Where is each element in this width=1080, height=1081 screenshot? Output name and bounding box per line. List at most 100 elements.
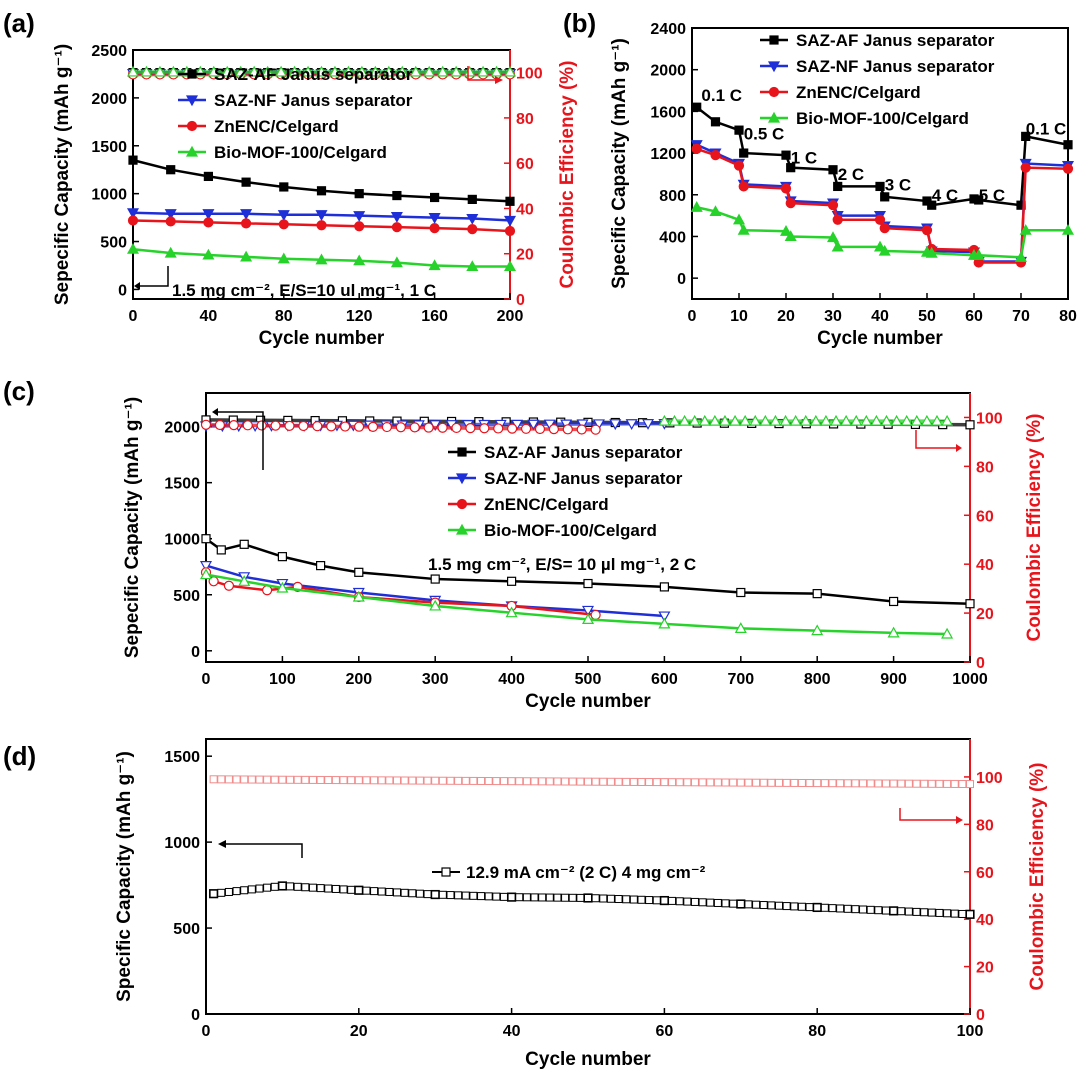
data-point <box>505 196 515 206</box>
ce-marker <box>759 414 772 426</box>
data-point <box>1021 131 1031 141</box>
legend-label: ZnENC/Celgard <box>214 117 339 136</box>
left-arrow-head <box>134 282 140 290</box>
data-point <box>658 611 671 623</box>
data-point <box>880 192 890 202</box>
ce-marker <box>347 776 356 785</box>
data-point <box>879 223 890 234</box>
capacity-marker <box>530 893 539 902</box>
ce-marker <box>584 777 592 786</box>
ce-marker <box>548 424 559 435</box>
data-point <box>827 200 839 211</box>
ce-marker <box>943 779 952 788</box>
ce-marker <box>465 423 476 434</box>
ce-marker <box>263 775 272 784</box>
y-tick-label: 0 <box>677 271 686 288</box>
capacity-marker <box>866 905 875 914</box>
ce-marker <box>930 414 944 426</box>
ce-marker <box>897 779 906 788</box>
y-tick-label: 500 <box>100 235 127 252</box>
ce-marker <box>880 414 893 426</box>
ce-marker <box>866 779 875 788</box>
y2-tick-label: 80 <box>516 111 534 128</box>
data-point <box>738 181 749 192</box>
x-tick-label: 400 <box>498 671 525 688</box>
x-axis-title: Cycle number <box>525 691 651 712</box>
y-axis-title: Sepecific Capacity (mAh g⁻¹) <box>52 44 73 305</box>
data-point <box>927 200 937 210</box>
x-tick-label: 80 <box>1059 308 1077 325</box>
ce-marker <box>713 778 722 787</box>
ce-marker <box>625 419 638 430</box>
data-point <box>833 181 843 192</box>
capacity-marker <box>660 896 669 905</box>
x-tick-label: 800 <box>804 671 831 688</box>
legend-label: ZnENC/Celgard <box>796 83 921 102</box>
ce-marker <box>328 65 341 77</box>
capacity-marker <box>744 900 753 909</box>
ce-marker <box>590 424 601 435</box>
x-tick-label: 100 <box>957 1023 984 1040</box>
data-point <box>709 205 722 217</box>
capacity-marker <box>706 898 715 907</box>
data-point <box>732 213 746 225</box>
ce-marker <box>200 419 212 430</box>
y-tick-label: 1000 <box>91 187 127 204</box>
data-point <box>581 613 595 625</box>
legend-label: Bio-MOF-100/Celgard <box>796 109 969 128</box>
ce-marker <box>683 778 692 787</box>
ce-marker <box>830 414 843 426</box>
ce-marker <box>522 777 531 786</box>
ce-marker <box>688 414 701 426</box>
legend-swatch-marker <box>767 111 781 123</box>
legend-label: SAZ-NF Janus separator <box>484 469 683 488</box>
capacity-marker <box>347 885 356 894</box>
y-axis-title: Specific Capacity (mAh g⁻¹) <box>114 751 135 1002</box>
ce-marker <box>836 779 845 788</box>
data-point <box>430 574 440 584</box>
ce-marker <box>490 65 503 77</box>
ce-marker <box>609 419 622 431</box>
ce-marker <box>370 776 379 785</box>
ce-marker <box>568 777 577 786</box>
ce-marker <box>408 776 417 785</box>
ce-marker <box>284 420 295 431</box>
data-point <box>921 225 933 236</box>
capacity-marker <box>415 889 424 898</box>
ce-marker <box>920 779 929 788</box>
x-tick-label: 100 <box>269 671 296 688</box>
data-point <box>972 248 985 260</box>
data-point <box>658 617 671 629</box>
data-point <box>354 221 365 232</box>
ce-marker <box>553 777 562 786</box>
capacity-marker <box>629 895 638 904</box>
capacity-marker <box>897 907 906 916</box>
ce-marker <box>415 776 424 785</box>
capacity-marker <box>622 895 631 904</box>
ce-marker <box>843 779 852 788</box>
y-tick-label: 500 <box>173 921 200 938</box>
capacity-marker <box>851 905 860 914</box>
x-tick-label: 0 <box>129 308 138 325</box>
ce-marker <box>736 778 745 787</box>
capacity-marker <box>775 901 783 910</box>
ce-marker <box>479 423 490 434</box>
data-point <box>784 230 797 242</box>
capacity-marker <box>576 893 585 902</box>
data-point <box>352 590 365 602</box>
legend-label: SAZ-AF Janus separator <box>796 31 995 50</box>
capacity-marker <box>522 893 531 902</box>
ce-marker <box>275 65 288 77</box>
y-tick-label: 2000 <box>164 420 200 437</box>
rate-label: 4 C <box>932 186 958 205</box>
legend-swatch-marker <box>769 35 779 45</box>
y2-tick-label: 40 <box>976 912 994 929</box>
x-tick-label: 70 <box>1012 308 1030 325</box>
ce-marker <box>396 65 409 77</box>
data-point <box>785 198 796 209</box>
capacity-marker <box>805 903 814 912</box>
data-point <box>391 222 402 233</box>
capacity-marker <box>767 901 776 910</box>
ce-marker <box>461 776 470 785</box>
ce-marker <box>217 775 226 784</box>
